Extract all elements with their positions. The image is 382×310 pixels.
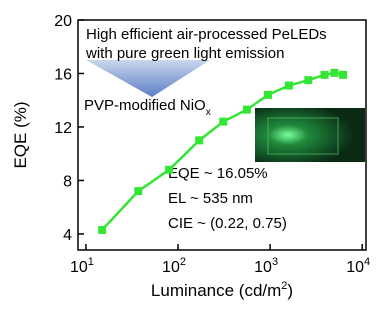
x-tick-exponent: 4 — [364, 256, 370, 268]
x-tick-label: 104 — [346, 256, 370, 276]
metric: CIE ~ (0.22, 0.75) — [168, 215, 287, 232]
x-axis-label: Luminance (cd/m2) — [151, 280, 293, 300]
y-axis-label: EQE (%) — [11, 101, 30, 168]
data-point — [219, 118, 227, 126]
x-tick-base: 10 — [162, 259, 180, 276]
x-tick-label: 102 — [162, 256, 186, 276]
data-point — [330, 69, 338, 77]
data-point — [195, 136, 203, 144]
material-subscript: x — [206, 107, 211, 118]
y-tick-label: 20 — [54, 13, 72, 30]
x-tick-base: 10 — [254, 259, 272, 276]
y-tick-label: 4 — [63, 227, 72, 244]
x-label-text: Luminance (cd/m — [151, 281, 281, 300]
x-tick-base: 10 — [346, 259, 364, 276]
headline: with pure green light emission — [85, 45, 284, 62]
data-point — [285, 82, 293, 90]
chart: High efficient air-processed PeLEDs with… — [0, 0, 382, 310]
x-tick-label: 101 — [70, 256, 94, 276]
metric: EQE ~ 16.05% — [168, 165, 268, 182]
data-point — [165, 166, 173, 174]
x-tick-exponent: 2 — [180, 256, 186, 268]
y-tick-label: 8 — [63, 173, 72, 190]
x-tick-exponent: 1 — [88, 256, 94, 268]
data-point — [339, 71, 347, 79]
data-point — [243, 106, 251, 114]
x-tick-label: 103 — [254, 256, 278, 276]
headline: High efficient air-processed PeLEDs — [86, 26, 327, 43]
page: High efficient air-processed PeLEDs with… — [0, 0, 382, 310]
material-label: PVP-modified NiOx — [84, 97, 211, 118]
x-label-suffix: ) — [287, 281, 293, 300]
data-point — [98, 226, 106, 234]
data-point — [321, 71, 329, 79]
y-tick-label: 12 — [54, 120, 72, 137]
material-text: PVP-modified NiO — [84, 97, 206, 114]
data-point — [304, 76, 312, 84]
data-point — [134, 187, 142, 195]
x-tick-exponent: 3 — [272, 256, 278, 268]
data-point — [264, 91, 272, 99]
metric: EL ~ 535 nm — [168, 190, 253, 207]
y-tick-label: 16 — [54, 66, 72, 83]
x-tick-base: 10 — [70, 259, 88, 276]
arrow-wedge — [86, 60, 210, 97]
